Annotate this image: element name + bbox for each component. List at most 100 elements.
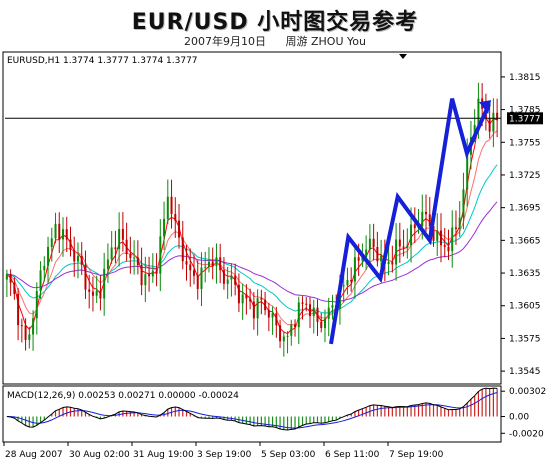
candle-body bbox=[301, 302, 304, 304]
candle-body bbox=[114, 247, 117, 250]
candle-body bbox=[159, 236, 162, 274]
candle-body bbox=[279, 325, 282, 342]
candle-body bbox=[312, 307, 315, 317]
candle-body bbox=[357, 257, 360, 261]
candle-body bbox=[170, 196, 173, 215]
candle-body bbox=[376, 247, 379, 262]
candle-body bbox=[65, 229, 68, 240]
candle-body bbox=[439, 230, 442, 246]
candle-body bbox=[264, 299, 267, 311]
candle-body bbox=[249, 298, 252, 302]
macd-y-tick-label: -0.0020 bbox=[509, 429, 544, 439]
moving-average-line bbox=[6, 164, 498, 314]
candle-body bbox=[290, 324, 293, 336]
y-tick-label: 1.3785 bbox=[509, 106, 541, 116]
candle-body bbox=[118, 229, 121, 250]
candle-body bbox=[267, 310, 270, 318]
candle-body bbox=[226, 279, 229, 284]
x-tick-label: 28 Aug 2007 bbox=[5, 450, 63, 460]
candle-body bbox=[207, 261, 210, 267]
candle-body bbox=[125, 239, 128, 254]
candle-body bbox=[163, 218, 166, 237]
candle-body bbox=[421, 211, 424, 227]
candle-body bbox=[200, 267, 203, 289]
candle-body bbox=[387, 261, 390, 265]
candle-body bbox=[155, 270, 158, 274]
candle-body bbox=[488, 118, 491, 132]
y-tick-label: 1.3575 bbox=[509, 334, 541, 344]
projection-arrowhead bbox=[479, 100, 492, 115]
candle-body bbox=[222, 270, 225, 284]
candle-body bbox=[106, 259, 109, 269]
candle-body bbox=[234, 275, 237, 285]
candle-body bbox=[331, 305, 334, 308]
candle-body bbox=[398, 239, 401, 247]
author-label: 周游 ZHOU You bbox=[285, 35, 366, 48]
y-tick-label: 1.3665 bbox=[509, 236, 541, 246]
candle-body bbox=[271, 313, 274, 318]
candle-body bbox=[466, 154, 469, 190]
candle-body bbox=[204, 266, 207, 268]
candle-body bbox=[245, 294, 248, 299]
candle-body bbox=[148, 274, 151, 277]
y-tick-label: 1.3815 bbox=[509, 73, 541, 83]
candle-body bbox=[13, 282, 16, 294]
candle-body bbox=[297, 302, 300, 328]
y-tick-label: 1.3755 bbox=[509, 138, 541, 148]
candle-body bbox=[144, 274, 147, 286]
candle-body bbox=[84, 264, 87, 290]
candle-body bbox=[95, 290, 98, 296]
candle-body bbox=[196, 275, 199, 289]
macd-signal-line bbox=[6, 392, 498, 429]
candle-body bbox=[91, 291, 94, 296]
candle-body bbox=[189, 264, 192, 271]
candle-body bbox=[88, 289, 91, 292]
candle-body bbox=[342, 285, 345, 287]
candle-body bbox=[54, 223, 57, 239]
candle-body bbox=[309, 304, 312, 317]
candle-body bbox=[346, 279, 349, 286]
candle-body bbox=[192, 270, 195, 276]
candle-body bbox=[410, 224, 413, 246]
candle-body bbox=[428, 214, 431, 227]
candle-body bbox=[5, 274, 8, 280]
candle-body bbox=[136, 257, 139, 266]
current-price-label: 1.3777 bbox=[509, 114, 541, 124]
page-subtitle: 2007年9月10日 周游 ZHOU You bbox=[0, 33, 550, 49]
candle-body bbox=[327, 307, 330, 319]
candle-body bbox=[252, 301, 255, 319]
candle-body bbox=[425, 211, 428, 215]
candle-body bbox=[211, 261, 214, 267]
moving-average-lines bbox=[6, 116, 498, 335]
macd-y-axis: 0.00302 0.00 -0.0020 bbox=[501, 387, 546, 439]
macd-histogram bbox=[6, 387, 498, 431]
candle-body bbox=[103, 268, 106, 299]
x-tick-label: 7 Sep 19:00 bbox=[389, 450, 444, 460]
candle-body bbox=[391, 261, 394, 265]
macd-info: MACD(12,26,9) 0.00253 0.00271 0.00000 -0… bbox=[7, 391, 239, 401]
candle-body bbox=[395, 239, 398, 265]
page-title: EUR/USD 小时图交易参考 bbox=[131, 10, 419, 35]
candle-body bbox=[28, 334, 31, 340]
macd-y-tick-label: 0.00 bbox=[509, 413, 529, 423]
bar-shift-marker bbox=[399, 54, 407, 59]
x-tick-label: 3 Sep 19:00 bbox=[197, 450, 252, 460]
symbol-info: EURUSD,H1 1.3774 1.3777 1.3774 1.3777 bbox=[7, 56, 198, 66]
candle-body bbox=[58, 223, 61, 240]
moving-average-line bbox=[6, 116, 498, 335]
candle-body bbox=[447, 246, 450, 252]
candle-body bbox=[365, 249, 368, 258]
candle-body bbox=[129, 253, 132, 258]
candle-body bbox=[62, 229, 65, 240]
candle-body bbox=[230, 275, 233, 280]
candle-body bbox=[69, 239, 72, 250]
projection-arrow bbox=[329, 98, 492, 345]
candle-body bbox=[256, 298, 259, 319]
candle-body bbox=[323, 318, 326, 328]
x-tick-label: 5 Sep 03:00 bbox=[261, 450, 316, 460]
candle-body bbox=[275, 313, 278, 326]
current-price-line: 1.3777 bbox=[5, 112, 543, 125]
current-price-box bbox=[507, 112, 543, 125]
date-label: 2007年9月10日 bbox=[184, 35, 266, 48]
